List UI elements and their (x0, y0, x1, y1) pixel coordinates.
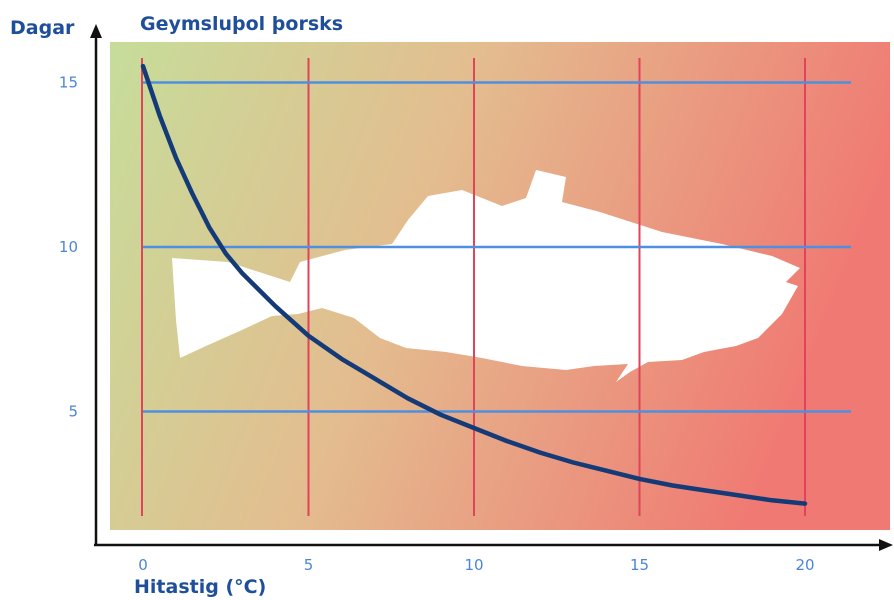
y-axis-label: Dagar (10, 17, 75, 39)
vertical-grid-lines (141, 58, 806, 516)
x-tick-label: 5 (304, 556, 314, 574)
x-tick-label: 15 (630, 556, 649, 574)
y-tick-label: 10 (59, 238, 78, 256)
y-tick-labels: 5 10 15 (59, 74, 78, 421)
y-tick-label: 15 (59, 74, 78, 92)
x-axis-label: Hitastig (°C) (134, 576, 266, 598)
x-tick-label: 20 (795, 556, 814, 574)
x-axis-arrow-icon (879, 539, 893, 551)
horizontal-grid-lines (143, 81, 851, 413)
y-tick-label: 5 (68, 403, 78, 421)
series-line (140, 63, 808, 506)
x-tick-label: 10 (464, 556, 483, 574)
x-tick-label: 0 (138, 556, 148, 574)
y-axis-arrow-icon (90, 24, 102, 38)
fish-icon (172, 170, 800, 382)
chart-title: Geymsluþol þorsks (140, 13, 343, 35)
x-tick-labels: 0 5 10 15 20 (138, 556, 814, 574)
